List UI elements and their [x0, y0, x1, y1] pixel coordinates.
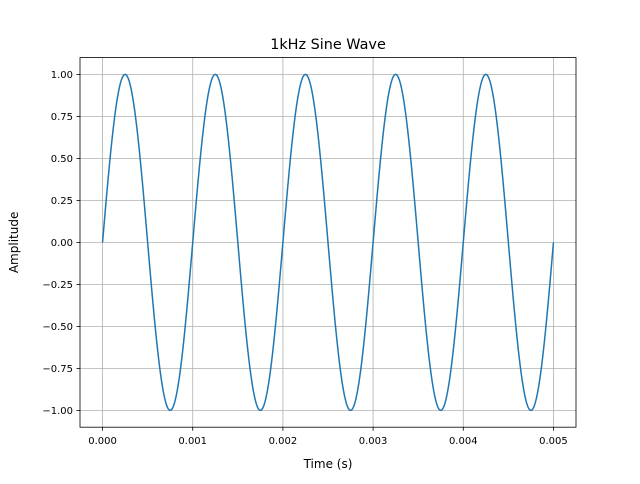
x-axis-label: Time (s): [303, 457, 353, 471]
y-tick-label: 0.75: [51, 112, 73, 123]
y-tick-label: −0.75: [42, 364, 73, 375]
x-tick-label: 0.004: [449, 436, 478, 447]
y-tick-label: −0.50: [42, 322, 73, 333]
y-tick-label: −1.00: [42, 406, 73, 417]
y-axis: −1.00 −0.75 −0.50 −0.25 0.00 0.25 0.50 0.75 1.00: [42, 70, 80, 417]
y-tick-label: 0.00: [51, 238, 73, 249]
y-tick-label: 0.50: [51, 154, 73, 165]
x-tick-label: 0.001: [178, 436, 207, 447]
y-axis-label: Amplitude: [7, 212, 21, 274]
x-axis: 0.000 0.001 0.002 0.003 0.004 0.005: [88, 427, 568, 447]
x-tick-label: 0.000: [88, 436, 117, 447]
x-tick-label: 0.005: [539, 436, 568, 447]
x-tick-label: 0.003: [359, 436, 388, 447]
y-tick-label: −0.25: [42, 280, 73, 291]
y-tick-label: 0.25: [51, 196, 73, 207]
sine-series-line: [101, 73, 555, 412]
plot-area: [101, 73, 555, 412]
chart-title: 1kHz Sine Wave: [270, 37, 386, 53]
x-tick-label: 0.002: [269, 436, 298, 447]
y-tick-label: 1.00: [51, 70, 73, 81]
